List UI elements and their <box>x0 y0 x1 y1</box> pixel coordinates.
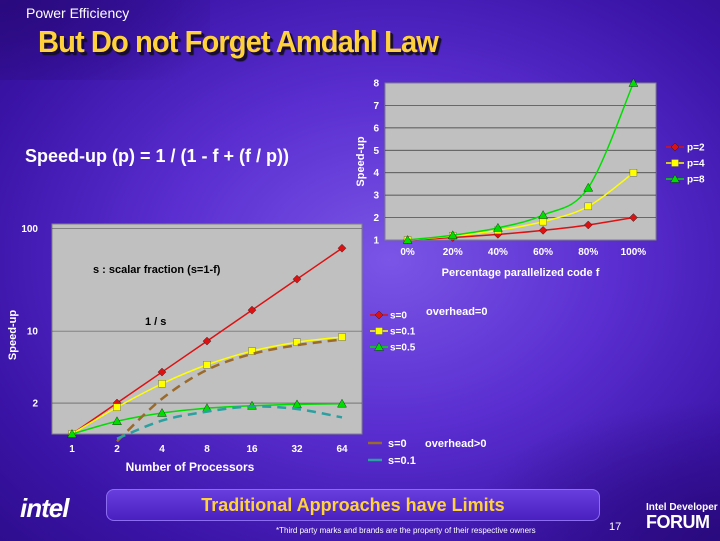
x-tick-label: 20% <box>443 247 463 258</box>
legend-label: s=0 <box>388 438 407 450</box>
x-tick-label: 2 <box>114 444 120 455</box>
legend-marker <box>374 310 384 320</box>
legend-label: s=0.5 <box>390 343 416 354</box>
legend-marker <box>374 342 384 351</box>
x-tick-label: 1 <box>69 444 75 455</box>
formula-text: Speed-up (p) = 1 / (1 - f + (f / p)) <box>25 146 289 166</box>
legend-label: p=4 <box>687 159 705 170</box>
y-tick-label: 5 <box>373 146 379 157</box>
y-tick-label: 1 <box>373 236 379 247</box>
y-tick-label: 3 <box>373 191 379 202</box>
annotation-scalar-fraction: s : scalar fraction (s=1-f) <box>93 264 221 276</box>
legend-label: s=0 <box>390 311 407 322</box>
x-tick-label: 8 <box>204 444 210 455</box>
annotation-one-over-s: 1 / s <box>145 316 166 328</box>
x-axis-label: Number of Processors <box>126 460 255 474</box>
legend-marker <box>670 174 680 183</box>
intel-logo: intel <box>20 493 69 523</box>
legend-marker <box>670 142 680 152</box>
banner-text: Traditional Approaches have Limits <box>201 495 505 515</box>
x-tick-label: 80% <box>578 247 598 258</box>
corner-shade <box>0 0 210 80</box>
data-point <box>157 367 167 377</box>
legend-label: s=0.1 <box>390 327 416 338</box>
data-point <box>158 380 166 388</box>
footnote: *Third party marks and brands are the pr… <box>276 526 536 535</box>
data-point <box>338 333 346 341</box>
slide-kicker: Power Efficiency <box>26 5 130 21</box>
data-point <box>112 416 122 425</box>
data-point <box>402 235 413 244</box>
legend-label: p=2 <box>687 143 705 154</box>
data-point <box>539 217 547 226</box>
x-tick-label: 16 <box>246 444 258 455</box>
data-point <box>247 305 257 315</box>
x-tick-label: 32 <box>291 444 303 455</box>
forum-logo-bottom: FORUM <box>646 512 710 532</box>
data-point <box>629 213 638 222</box>
legend-group-label: overhead>0 <box>425 438 486 450</box>
y-tick-label: 10 <box>27 327 39 338</box>
slide-title: But Do not Forget Amdahl Law <box>38 24 439 59</box>
plot-area <box>384 82 657 241</box>
data-point <box>113 403 121 411</box>
data-point <box>628 78 639 87</box>
data-point <box>202 336 212 346</box>
x-axis-label: Percentage parallelized code f <box>442 267 600 279</box>
plot-area <box>51 223 363 435</box>
legend-group-label: overhead=0 <box>426 306 487 318</box>
summary-banner: Traditional Approaches have Limits <box>106 489 600 521</box>
y-tick-label: 8 <box>373 79 379 90</box>
data-point <box>538 210 548 219</box>
x-tick-label: 40% <box>488 247 508 258</box>
data-point <box>67 429 77 438</box>
data-point <box>629 169 638 177</box>
data-point <box>292 274 302 284</box>
y-tick-label: 2 <box>373 213 379 224</box>
y-axis-label: Speed-up <box>7 310 19 360</box>
legend-marker <box>375 327 383 335</box>
data-point <box>337 243 347 253</box>
y-axis-label: Speed-up <box>355 136 367 186</box>
data-point <box>583 182 594 192</box>
y-tick-label: 7 <box>373 101 379 112</box>
y-tick-label: 2 <box>32 399 38 410</box>
series-line-dashed <box>116 338 343 443</box>
y-tick-label: 4 <box>373 168 379 179</box>
legend-label: p=8 <box>687 175 705 186</box>
forum-logo-top: Intel Developer <box>646 502 718 513</box>
y-tick-label: 100 <box>21 224 38 235</box>
data-point <box>337 398 347 408</box>
data-point <box>157 408 167 417</box>
page-number: 17 <box>609 521 622 533</box>
data-point <box>584 202 592 211</box>
y-tick-label: 6 <box>373 123 379 134</box>
x-tick-label: 4 <box>159 444 165 455</box>
legend-marker <box>671 159 679 167</box>
chart-speedup-vs-processors: 2 10 100 1 2 4 8 16 32 64 Number of Processors Spee… <box>7 223 487 474</box>
data-point <box>493 222 503 232</box>
data-point <box>248 347 256 355</box>
x-tick-label: 60% <box>533 247 553 258</box>
x-tick-label: 0% <box>400 247 415 258</box>
data-point <box>203 361 211 369</box>
data-point <box>538 226 548 235</box>
data-point <box>447 230 458 239</box>
x-tick-label: 64 <box>336 444 348 455</box>
data-point <box>583 220 593 230</box>
x-tick-label: 100% <box>621 247 647 258</box>
data-point <box>293 338 301 346</box>
legend-label: s=0.1 <box>388 455 416 467</box>
